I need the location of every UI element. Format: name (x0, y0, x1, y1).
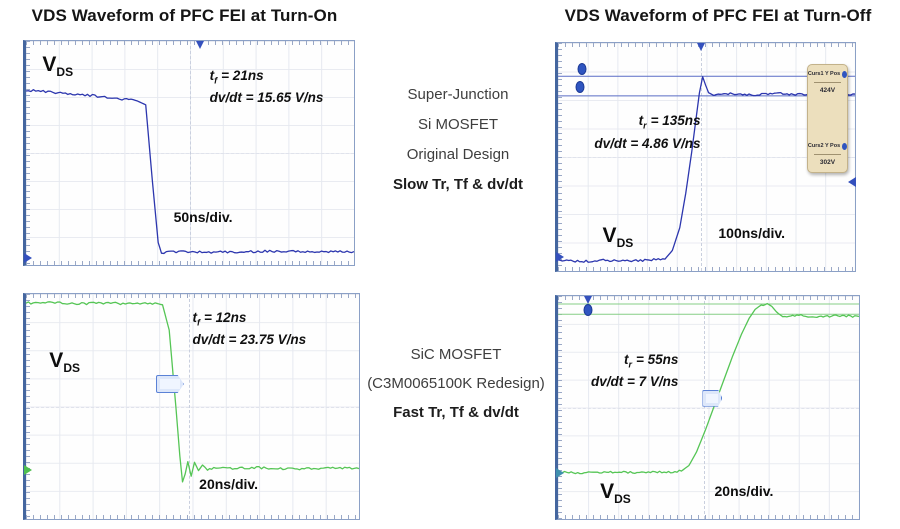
label-sic-mosfet-block: SiC MOSFET (C3M0065100K Redesign) Fast T… (350, 340, 562, 427)
curs1-label: Curs1 Y Pos (808, 70, 848, 78)
rise-time-text: tr = 55ns (623, 351, 679, 370)
title-turn-on: VDS Waveform of PFC FEI at Turn-On (31, 6, 338, 25)
channel-reference-icon (24, 253, 32, 264)
timebase-label: 20ns/div. (714, 483, 774, 500)
si-line-3: Original Design (406, 146, 510, 163)
scope-si-turn-on: VDS tf = 21ns dv/dt = 15.65 V/ns 50ns/div… (23, 40, 355, 266)
top-tick-ruler (26, 41, 354, 45)
si-bold-line: Slow Tr, Tf & dv/dt (392, 176, 523, 193)
right-edge-arrow-icon (848, 177, 856, 188)
fall-time-text: tf = 12ns (192, 309, 247, 328)
bottom-tick-ruler (558, 515, 859, 519)
measurement-annotation: tr = 55ns dv/dt = 7 V/ns (564, 350, 678, 394)
vds-signal-label: VDS (42, 53, 74, 80)
top-tick-ruler (26, 294, 359, 298)
channel-reference-icon (556, 252, 564, 263)
title-turn-off: VDS Waveform of PFC FEI at Turn-Off (564, 6, 872, 25)
cursor1-handle-icon (577, 63, 587, 76)
trigger-position-icon (584, 296, 593, 304)
center-horizontal-gridline (558, 157, 855, 158)
dvdt-text: dv/dt = 7 V/ns (590, 374, 679, 390)
curs2-label: Curs2 Y Pos (808, 142, 848, 150)
timebase-label: 20ns/div. (199, 476, 259, 493)
sic-bold-line: Fast Tr, Tf & dv/dt (393, 404, 519, 421)
center-horizontal-gridline (26, 406, 359, 408)
channel-reference-icon (556, 468, 564, 479)
cursor-flag-icon (155, 375, 184, 393)
label-si-mosfet-block: Super-Junction Si MOSFET Original Design… (360, 80, 556, 200)
vds-waveform-trace (26, 41, 354, 265)
top-tick-ruler (558, 296, 859, 300)
cursor2-handle-icon (575, 81, 585, 94)
scope-si-turn-off: tr = 135ns dv/dt = 4.86 V/ns VDS 100ns/di… (555, 42, 856, 272)
scope-sic-turn-off: tr = 55ns dv/dt = 7 V/ns VDS 20ns/div. (555, 295, 860, 520)
si-line-2: Si MOSFET (417, 116, 498, 133)
si-line-1: Super-Junction (407, 86, 509, 103)
measurement-annotation: tr = 135ns dv/dt = 4.86 V/ns (570, 111, 701, 155)
channel-reference-icon (24, 464, 32, 475)
curs1-value: 424V (819, 86, 836, 94)
vds-waveform-trace (558, 43, 855, 271)
vds-waveform-trace (26, 294, 359, 519)
left-tick-ruler (558, 43, 562, 271)
dvdt-text: dv/dt = 15.65 V/ns (209, 90, 324, 106)
vds-signal-label: VDS (49, 349, 80, 376)
vds-signal-label: VDS (600, 480, 631, 507)
center-horizontal-gridline (558, 407, 859, 409)
left-tick-ruler (558, 296, 562, 519)
rise-time-text: tr = 135ns (638, 113, 701, 132)
measurement-annotation: tf = 21ns dv/dt = 15.65 V/ns (210, 66, 324, 110)
bottom-tick-ruler (558, 267, 855, 271)
readout-divider (813, 81, 842, 83)
timebase-label: 100ns/div. (718, 225, 786, 242)
fall-time-text: tf = 21ns (209, 67, 264, 86)
measurement-annotation: tf = 12ns dv/dt = 23.75 V/ns (193, 308, 307, 352)
bottom-tick-ruler (26, 515, 359, 519)
cursor1-handle-icon (583, 304, 593, 317)
vds-signal-label: VDS (602, 224, 634, 251)
cursor-flag-icon (702, 389, 723, 407)
center-horizontal-gridline (26, 153, 354, 154)
left-tick-ruler (26, 41, 30, 265)
cursor-readout-panel: Curs1 Y Pos 424V Curs2 Y Pos 302V (807, 63, 848, 173)
curs2-value: 302V (819, 158, 836, 166)
sic-line-2: (C3M0065100K Redesign) (367, 375, 545, 392)
left-tick-ruler (26, 294, 30, 519)
vds-waveform-trace (558, 296, 859, 519)
timebase-label: 50ns/div. (173, 209, 233, 225)
top-tick-ruler (558, 43, 855, 47)
sic-line-1: SiC MOSFET (410, 346, 502, 363)
dvdt-text: dv/dt = 4.86 V/ns (594, 136, 701, 152)
knob-icon (842, 70, 848, 78)
trigger-position-icon (195, 41, 204, 49)
dvdt-text: dv/dt = 23.75 V/ns (192, 332, 307, 348)
readout-divider (813, 153, 842, 155)
knob-icon (842, 142, 848, 150)
trigger-position-icon (696, 43, 705, 51)
scope-sic-turn-on: VDS tf = 12ns dv/dt = 23.75 V/ns 20ns/div… (23, 293, 360, 520)
bottom-tick-ruler (26, 261, 354, 265)
